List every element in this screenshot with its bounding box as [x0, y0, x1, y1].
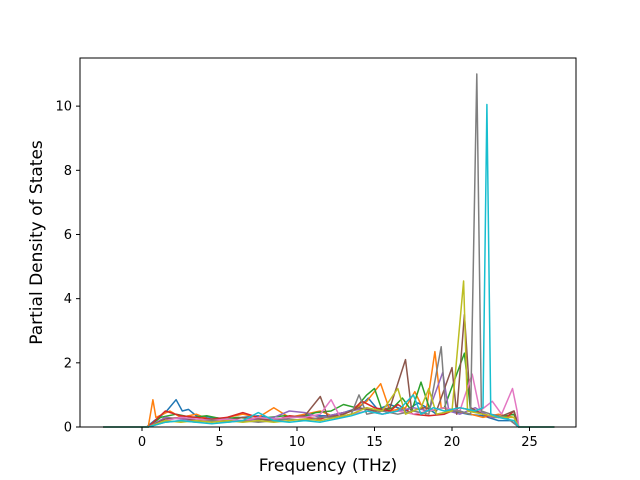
axes-frame [79, 57, 577, 428]
series-line-10 [103, 103, 555, 428]
y-tick-label: 8 [64, 164, 72, 179]
series-line-9 [103, 280, 555, 428]
x-tick-label: 25 [521, 435, 538, 450]
y-axis-ticks: 0 2 4 6 8 10 [55, 100, 80, 436]
y-tick-label: 2 [64, 356, 72, 371]
x-axis-ticks: 0 5 10 15 20 25 [138, 427, 538, 450]
x-tick-label: 15 [366, 435, 383, 450]
y-tick-label: 0 [64, 421, 72, 436]
x-tick-label: 20 [444, 435, 461, 450]
x-tick-label: 5 [215, 435, 223, 450]
x-tick-label: 10 [289, 435, 306, 450]
y-tick-label: 4 [64, 292, 72, 307]
plot-area [103, 73, 555, 428]
y-tick-label: 6 [64, 228, 72, 243]
y-tick-label: 10 [55, 100, 72, 115]
series-line-8 [103, 73, 555, 428]
x-axis-label: Frequency (THz) [259, 456, 398, 476]
y-axis-label: Partial Density of States [27, 140, 47, 345]
x-tick-label: 0 [138, 435, 146, 450]
